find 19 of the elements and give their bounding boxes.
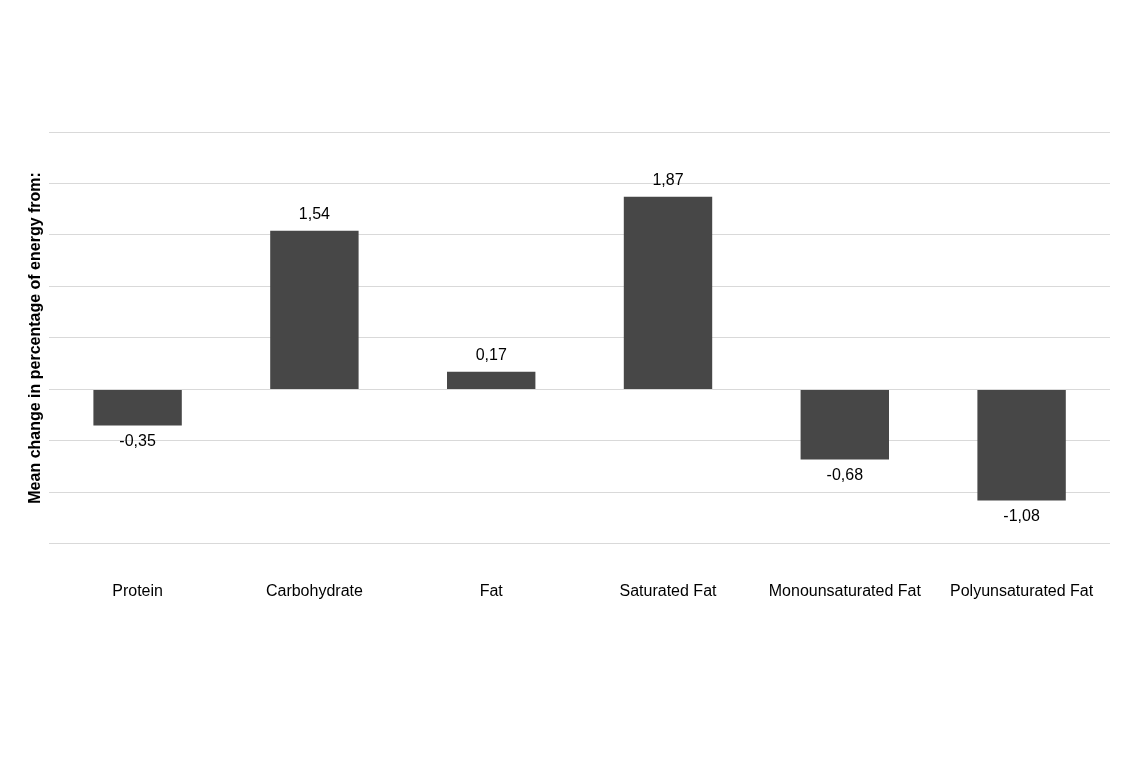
y-axis-title: Mean change in percentage of energy from: bbox=[26, 172, 44, 504]
bar bbox=[800, 389, 889, 460]
bar bbox=[270, 230, 359, 389]
bar bbox=[977, 389, 1066, 501]
bar bbox=[93, 389, 182, 426]
data-label: -0,68 bbox=[826, 465, 864, 483]
x-tick-label: Saturated Fat bbox=[619, 581, 718, 599]
data-label: 0,17 bbox=[475, 346, 507, 364]
x-tick-label: Carbohydrate bbox=[265, 581, 363, 599]
data-label: 1,87 bbox=[652, 171, 684, 189]
data-label: -1,08 bbox=[1003, 506, 1040, 524]
x-tick-label: Monounsaturated Fat bbox=[768, 581, 922, 599]
x-tick-label: Protein bbox=[112, 581, 163, 599]
x-tick-label: Polyunsaturated Fat bbox=[950, 581, 1094, 599]
bar bbox=[623, 196, 713, 389]
bar bbox=[447, 371, 536, 389]
data-label: 1,54 bbox=[298, 205, 331, 223]
x-tick-label: Fat bbox=[479, 581, 504, 599]
data-label: -0,35 bbox=[119, 431, 156, 449]
